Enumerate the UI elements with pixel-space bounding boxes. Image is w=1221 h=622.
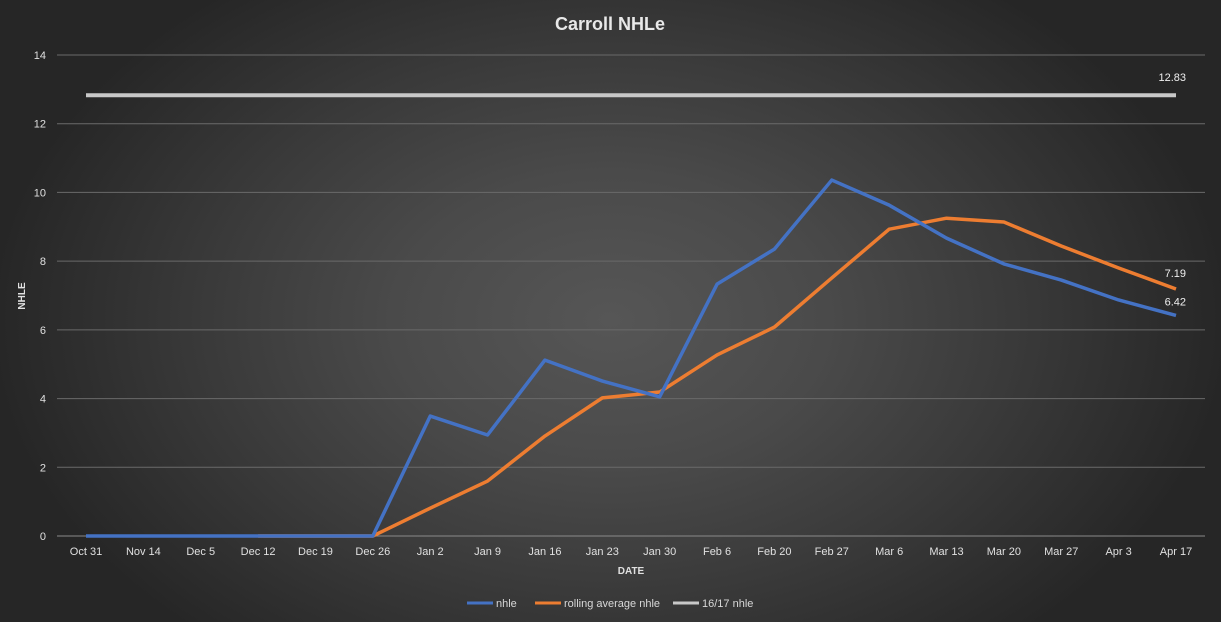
y-tick-label: 6 xyxy=(40,325,46,337)
y-tick-label: 10 xyxy=(34,187,46,199)
x-tick-label: Mar 13 xyxy=(929,546,963,558)
x-tick-label: Feb 20 xyxy=(757,546,791,558)
series-line-nhle xyxy=(86,178,1177,538)
x-tick-label: Apr 17 xyxy=(1160,546,1192,558)
legend-label: 16/17 nhle xyxy=(702,598,753,610)
data-label-16-17-nhle: 12.83 xyxy=(1158,72,1186,84)
x-tick-label: Jan 9 xyxy=(474,546,501,558)
data-labels: 12.83 7.19 6.42 xyxy=(1158,72,1186,308)
x-tick-label: Nov 14 xyxy=(126,546,161,558)
y-tick-label: 2 xyxy=(40,462,46,474)
x-tick-label: Apr 3 xyxy=(1105,546,1131,558)
x-tick-label: Jan 23 xyxy=(586,546,619,558)
legend: nhle rolling average nhle 16/17 nhle xyxy=(467,598,753,610)
y-tick-label: 4 xyxy=(40,394,46,406)
x-tick-label: Jan 16 xyxy=(528,546,561,558)
x-axis-ticks: Oct 31 Nov 14 Dec 5 Dec 12 Dec 19 Dec 26 Jan 2… xyxy=(70,546,1192,558)
x-tick-label: Dec 5 xyxy=(186,546,215,558)
x-tick-label: Mar 27 xyxy=(1044,546,1078,558)
y-tick-label: 12 xyxy=(34,119,46,131)
y-tick-label: 0 xyxy=(40,531,46,543)
legend-label: nhle xyxy=(496,598,517,610)
series-lines xyxy=(86,93,1177,538)
y-axis-ticks: 0 2 4 6 8 10 12 14 xyxy=(34,50,46,543)
x-tick-label: Dec 12 xyxy=(241,546,276,558)
x-tick-label: Feb 6 xyxy=(703,546,731,558)
data-label-rolling-average-nhle: 7.19 xyxy=(1165,268,1186,280)
x-tick-label: Dec 26 xyxy=(355,546,390,558)
x-axis-label: DATE xyxy=(618,566,645,577)
legend-label: rolling average nhle xyxy=(564,598,660,610)
y-tick-label: 8 xyxy=(40,256,46,268)
y-axis-label: NHLE xyxy=(17,282,28,310)
gridlines xyxy=(57,54,1205,537)
x-tick-label: Oct 31 xyxy=(70,546,102,558)
x-tick-label: Jan 30 xyxy=(643,546,676,558)
series-line-rolling-average-nhle xyxy=(258,216,1177,538)
x-tick-label: Feb 27 xyxy=(815,546,849,558)
x-tick-label: Jan 2 xyxy=(417,546,444,558)
x-tick-label: Mar 20 xyxy=(987,546,1021,558)
y-tick-label: 14 xyxy=(34,50,46,62)
x-tick-label: Dec 19 xyxy=(298,546,333,558)
data-label-nhle: 6.42 xyxy=(1165,296,1186,308)
chart-title: Carroll NHLe xyxy=(555,14,665,34)
x-tick-label: Mar 6 xyxy=(875,546,903,558)
